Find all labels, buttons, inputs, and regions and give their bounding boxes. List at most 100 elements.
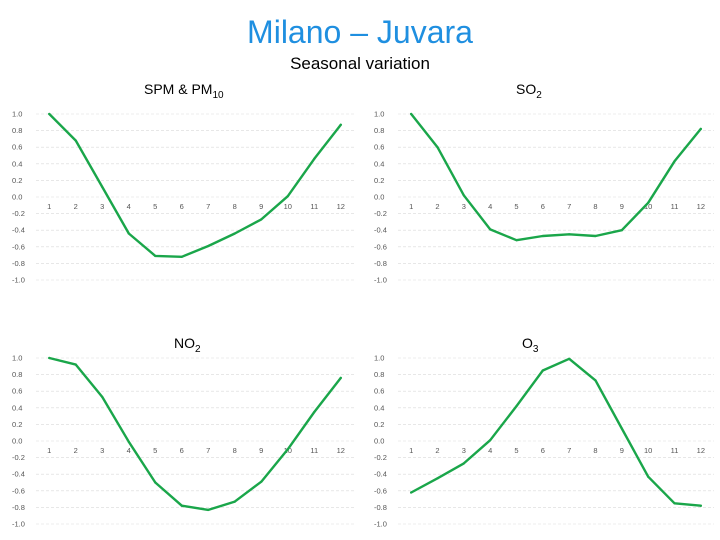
x-tick-label: 7	[567, 202, 571, 211]
y-tick-label: 0.8	[374, 370, 384, 379]
x-tick-label: 9	[259, 446, 263, 455]
x-tick-label: 7	[206, 446, 210, 455]
data-point	[699, 127, 702, 131]
data-point	[233, 500, 236, 503]
x-tick-label: 5	[514, 446, 518, 455]
chart-spm-pm10: 1.0 0.8 0.6 0.4 0.2 0.0 -0.2 -0.4 -0.6 -0.8 -1.0 1 2…	[10, 106, 360, 286]
x-tick-label: 4	[488, 202, 492, 211]
chart-title-o3: O3	[522, 334, 538, 359]
y-tick-label: -0.2	[12, 209, 25, 218]
chart-o3: 1.0 0.8 0.6 0.4 0.2 0.0 -0.2 -0.4 -0.6 -0.8 -1.0 1 2…	[372, 350, 720, 530]
chart-title-main: NO	[174, 335, 195, 351]
data-point	[127, 232, 130, 235]
x-tick-label: 6	[180, 202, 184, 211]
y-tick-label: -0.4	[374, 470, 387, 479]
y-tick-label: -0.4	[374, 226, 387, 235]
y-tick-label: 0.6	[12, 387, 22, 396]
y-tick-label: -0.4	[12, 226, 25, 235]
x-tick-label: 2	[74, 202, 78, 211]
data-point	[410, 491, 413, 494]
x-tick-label: 3	[462, 202, 466, 211]
data-point	[647, 475, 650, 478]
y-tick-label: 0.6	[12, 143, 22, 152]
data-point	[489, 228, 492, 231]
x-tick-label: 12	[337, 446, 345, 455]
x-tick-label: 8	[593, 446, 597, 455]
chart-svg: 1.00.80.60.40.20.0-0.2-0.4-0.6-0.8-1.01 2…	[12, 354, 354, 529]
data-point	[568, 233, 571, 236]
page-title: Milano – Juvara	[247, 14, 473, 50]
x-tick-label: 7	[206, 202, 210, 211]
x-tick-label: 10	[644, 202, 652, 211]
x-tick-label: 3	[462, 446, 466, 455]
data-point	[620, 229, 623, 232]
y-tick-label: -1.0	[12, 520, 25, 529]
y-tick-label: 0.4	[12, 403, 22, 412]
chart-title-subscript: 3	[532, 343, 539, 355]
chart-svg: 1.00.80.60.40.20.0-0.2-0.4-0.6-0.8-1.01 2…	[12, 110, 354, 285]
x-tick-label: 5	[153, 202, 157, 211]
y-tick-label: 0.8	[374, 126, 384, 135]
chart-title-main: SO	[516, 81, 537, 97]
data-point	[594, 234, 597, 238]
data-point	[260, 480, 263, 483]
data-point	[101, 185, 104, 189]
data-point	[339, 376, 342, 380]
y-tick-label: -0.6	[374, 242, 387, 251]
x-tick-label: 1	[47, 202, 51, 211]
chart-title-main: SPM & PM	[144, 81, 213, 97]
y-tick-label: -0.8	[374, 503, 387, 512]
chart-no2: 1.0 0.8 0.6 0.4 0.2 0.0 -0.2 -0.4 -0.6 -0.8 -1.0 1 2…	[10, 350, 360, 530]
data-point	[462, 194, 465, 197]
page-subtitle: Seasonal variation	[290, 54, 430, 73]
y-tick-label: -0.8	[12, 503, 25, 512]
chart-title-subscript: 2	[536, 89, 542, 101]
y-tick-label: -0.2	[374, 453, 387, 462]
y-tick-label: -0.2	[12, 453, 25, 462]
x-tick-label: 8	[233, 202, 237, 211]
y-tick-label: -0.2	[374, 209, 387, 218]
x-tick-label: 5	[514, 202, 518, 211]
x-tick-label: 4	[127, 202, 131, 211]
chart-title-main: O	[522, 335, 533, 351]
y-tick-label: -1.0	[374, 276, 387, 285]
chart-svg: 1.00.80.60.40.20.0-0.2-0.4-0.6-0.8-1.01 2…	[374, 110, 714, 285]
x-tick-label: 3	[100, 446, 104, 455]
data-point	[286, 195, 289, 198]
y-tick-label: 0.0	[374, 437, 384, 446]
data-point	[313, 410, 316, 414]
x-tick-label: 7	[567, 446, 571, 455]
y-tick-label: 0.6	[374, 387, 384, 396]
series-line	[410, 112, 702, 242]
data-point	[180, 504, 183, 507]
y-tick-label: 0.2	[374, 420, 384, 429]
series-line	[48, 112, 342, 259]
data-point	[699, 504, 702, 507]
x-tick-label: 11	[671, 446, 679, 455]
data-point	[410, 112, 413, 116]
y-tick-label: -0.8	[374, 259, 387, 268]
y-tick-label: 0.4	[374, 159, 384, 168]
data-point	[568, 357, 571, 360]
y-tick-label: 0.2	[12, 176, 22, 185]
x-tick-label: 4	[127, 446, 131, 455]
data-point	[594, 379, 597, 382]
data-point	[260, 218, 263, 221]
data-point	[339, 123, 342, 126]
x-tick-label: 6	[541, 202, 545, 211]
data-point	[541, 234, 544, 238]
x-tick-label: 10	[644, 446, 652, 455]
chart-so2: 1.0 0.8 0.6 0.4 0.2 0.0 -0.2 -0.4 -0.6 -0.8 -1.0 1 2…	[372, 106, 720, 286]
y-tick-label: 1.0	[12, 110, 22, 119]
data-point	[313, 157, 316, 160]
y-tick-label: -0.6	[12, 242, 25, 251]
data-point	[207, 508, 210, 511]
y-tick-label: -1.0	[374, 520, 387, 529]
x-tick-label: 2	[435, 446, 439, 455]
data-point	[436, 146, 439, 149]
y-tick-label: 0.0	[12, 437, 22, 446]
x-tick-label: 11	[310, 446, 318, 455]
y-tick-label: -0.8	[12, 259, 25, 268]
y-tick-label: 0.4	[374, 403, 384, 412]
x-tick-label: 3	[100, 202, 104, 211]
